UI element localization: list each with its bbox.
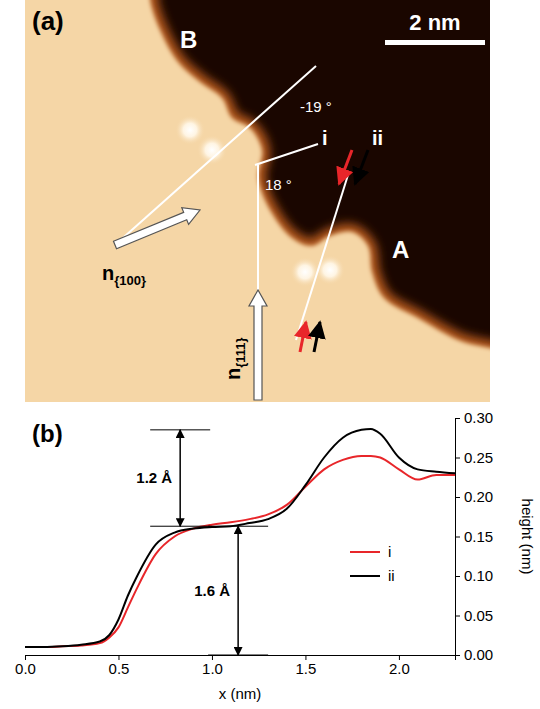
image-panel [25, 0, 490, 402]
tick: 2.0 [389, 655, 410, 677]
normal-arrow [249, 290, 267, 400]
normal-subscript: {100} [114, 273, 146, 288]
adatom [315, 255, 345, 285]
image-label: -19 ° [300, 98, 332, 115]
normal-label: n{100} [102, 262, 146, 288]
tick: 0.15 [455, 528, 493, 545]
tick-label: 0.30 [464, 409, 493, 426]
tick: 0.05 [455, 607, 493, 624]
axis-line [456, 419, 461, 656]
normal-symbol: n [102, 262, 114, 284]
tick: 0.30 [455, 409, 493, 426]
tick-label: 0.5 [109, 660, 130, 677]
guide-line [300, 322, 306, 352]
scale-bar [385, 40, 485, 45]
image-label: B [180, 26, 197, 53]
axis: 0.00 0.05 0.10 0.15 0.20 0.25 0.30 [455, 409, 493, 663]
guide-line [339, 150, 352, 184]
figure: 2 nm(a)BAiii-19 °18 °n{100}n{111}0.00.51… [0, 0, 540, 709]
tick-label: 1.0 [202, 660, 223, 677]
tick: 0.25 [455, 449, 493, 466]
tick: 0.10 [455, 567, 493, 584]
tick-mark [455, 616, 460, 617]
tick: 0.00 [455, 646, 493, 663]
image-label: i [322, 127, 328, 149]
guide-line [296, 175, 348, 340]
panel-label: (a) [32, 6, 64, 36]
legend-swatch [350, 575, 380, 577]
overlay: 2 nm(a)BAiii-19 °18 °n{100}n{111} [32, 6, 485, 400]
annotation-label: 1.2 Å [136, 469, 172, 486]
profile-line [25, 456, 455, 647]
image-label: ii [372, 127, 383, 149]
axis: 0.0 0.5 1.0 1.5 2.0 [15, 655, 455, 677]
tick-mark [455, 458, 460, 459]
tick-label: 1.5 [296, 660, 317, 677]
tick-label: 0.05 [464, 607, 493, 624]
tick-mark [455, 655, 460, 656]
profile-line [25, 429, 455, 647]
annotations: 1.2 Å 1.6 Å [136, 430, 268, 655]
normal-symbol: n [222, 368, 244, 380]
guide-line [257, 165, 259, 290]
legend-label: ii [388, 567, 395, 584]
tick-label: 0.0 [15, 660, 36, 677]
scale-bar-label: 2 nm [409, 10, 460, 35]
tick: 0.0 [15, 655, 36, 677]
annotation-arrow [237, 526, 239, 655]
legend: iii [350, 543, 395, 584]
x-axis-title: x (nm) [219, 685, 262, 702]
tick: 0.5 [109, 655, 130, 677]
normal-subscript: {111} [233, 337, 248, 367]
tick: 0.20 [455, 488, 493, 505]
legend-swatch [350, 551, 380, 553]
tick-label: 2.0 [389, 660, 410, 677]
image-label: A [392, 236, 409, 263]
panel-label: (b) [32, 420, 63, 447]
guide-line [255, 144, 318, 165]
line-panel: 0.00.51.01.52.00.000.050.100.150.200.250… [15, 409, 536, 702]
terrace-edge [25, 0, 490, 402]
guide-line [314, 322, 320, 352]
normal-label: n{111} [222, 337, 248, 380]
tick-mark [455, 537, 460, 538]
tick-mark [455, 576, 460, 577]
plot-marks [25, 429, 455, 647]
tick: 1.0 [202, 655, 223, 677]
y-axis-title: height (nm) [519, 499, 536, 575]
terrace [25, 0, 490, 402]
tick-mark [455, 497, 460, 498]
image-label: 18 ° [265, 176, 292, 193]
tick-label: 0.15 [464, 528, 493, 545]
annotation-arrow [179, 430, 181, 526]
tick-label: 0.20 [464, 488, 493, 505]
tick-label: 0.10 [464, 567, 493, 584]
tick: 1.5 [296, 655, 317, 677]
tick-label: 0.00 [464, 646, 493, 663]
tick-label: 0.25 [464, 449, 493, 466]
normal-arrow [113, 208, 200, 249]
tick-mark [455, 418, 460, 419]
guide-line [355, 150, 368, 184]
legend-label: i [388, 543, 391, 560]
annotation-label: 1.6 Å [194, 582, 230, 599]
